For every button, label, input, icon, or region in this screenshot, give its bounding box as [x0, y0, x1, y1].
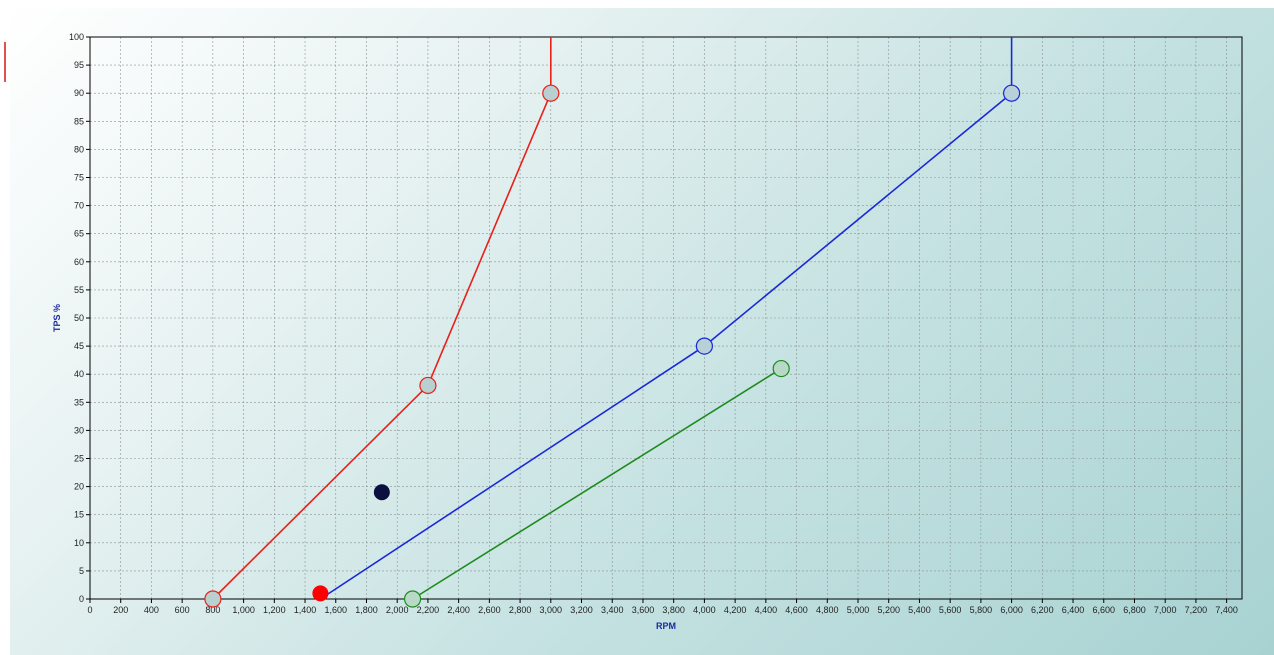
x-tick-label: 3,800 [662, 605, 685, 615]
x-tick-label: 3,600 [632, 605, 655, 615]
x-tick-label: 6,400 [1062, 605, 1085, 615]
series-layer [204, 37, 1021, 608]
y-tick-label: 45 [74, 341, 84, 351]
x-tick-label: 5,800 [970, 605, 993, 615]
x-tick-label: 1,400 [294, 605, 317, 615]
series-2-point-handle[interactable] [695, 337, 714, 355]
y-tick-label: 0 [79, 594, 84, 604]
x-tick-label: 6,800 [1123, 605, 1146, 615]
x-tick-label: 2,200 [417, 605, 440, 615]
x-tick-label: 4,400 [755, 605, 778, 615]
x-tick-label: 4,200 [724, 605, 747, 615]
x-tick-label: 2,800 [509, 605, 532, 615]
y-tick-label: 35 [74, 397, 84, 407]
series-3-point-handle[interactable] [772, 359, 790, 378]
y-tick-label: 75 [74, 173, 84, 183]
x-tick-label: 5,200 [877, 605, 900, 615]
y-tick-label: 60 [74, 257, 84, 267]
y-tick-label: 65 [74, 229, 84, 239]
series-line-3 [412, 367, 782, 600]
y-axis-title: TPS % [52, 304, 62, 332]
x-tick-label: 4,000 [693, 605, 716, 615]
y-tick-label: 70 [74, 201, 84, 211]
x-tick-label: 200 [113, 605, 128, 615]
x-tick-label: 1,200 [263, 605, 286, 615]
series-line-1 [212, 37, 552, 600]
x-tick-label: 1,600 [324, 605, 347, 615]
y-tick-label: 5 [79, 566, 84, 576]
y-tick-label: 20 [74, 482, 84, 492]
series-1-point-handle[interactable] [419, 376, 437, 395]
y-tick-label: 25 [74, 454, 84, 464]
y-tick-label: 10 [74, 538, 84, 548]
series-1-point-handle[interactable] [542, 84, 560, 102]
x-tick-label: 6,200 [1031, 605, 1054, 615]
y-tick-label: 55 [74, 285, 84, 295]
x-tick-label: 400 [144, 605, 159, 615]
x-tick-label: 3,000 [540, 605, 563, 615]
x-tick-label: 5,400 [908, 605, 931, 615]
x-tick-label: 4,800 [816, 605, 839, 615]
y-tick-label: 15 [74, 510, 84, 520]
series-2-point-handle[interactable] [1002, 84, 1021, 102]
live-marker-1 [373, 484, 390, 501]
x-tick-label: 7,200 [1185, 605, 1208, 615]
y-tick-label: 80 [74, 144, 84, 154]
x-tick-label: 2,600 [478, 605, 501, 615]
x-tick-label: 800 [205, 605, 220, 615]
x-tick-label: 7,000 [1154, 605, 1177, 615]
x-tick-label: 4,600 [785, 605, 808, 615]
x-tick-label: 3,200 [570, 605, 593, 615]
live-marker-2 [312, 585, 329, 602]
x-tick-label: 2,000 [386, 605, 409, 615]
grid-lines [90, 37, 1242, 599]
series-3-point-handle[interactable] [403, 590, 422, 608]
series-line-2 [319, 37, 1013, 600]
x-axis-title: RPM [656, 621, 676, 631]
x-tick-label: 5,600 [939, 605, 962, 615]
x-tick-label: 1,000 [232, 605, 255, 615]
x-tick-label: 600 [175, 605, 190, 615]
y-tick-label: 90 [74, 88, 84, 98]
marker-layer [312, 484, 390, 602]
y-tick-label: 50 [74, 313, 84, 323]
x-tick-label: 3,400 [601, 605, 624, 615]
y-tick-label: 30 [74, 425, 84, 435]
y-tick-label: 95 [74, 60, 84, 70]
x-tick-label: 6,000 [1000, 605, 1023, 615]
window-edge-accent [4, 42, 6, 82]
y-tick-label: 100 [69, 32, 84, 42]
chart-panel [10, 8, 1274, 655]
y-tick-label: 85 [74, 116, 84, 126]
x-axis-ticks: 0 200 400 600 800 1,000 1,200 1,400 1,600 1,800 2,… [87, 599, 1238, 615]
x-tick-label: 7,400 [1215, 605, 1238, 615]
y-axis-ticks: 0 5 10 15 20 25 30 35 40 45 50 55 60 65 70 75 80 85 90 95 10… [69, 32, 90, 604]
x-tick-label: 5,000 [847, 605, 870, 615]
x-tick-label: 0 [87, 605, 92, 615]
series-1-point-handle[interactable] [204, 590, 222, 608]
x-tick-label: 1,800 [355, 605, 378, 615]
x-tick-label: 2,400 [447, 605, 470, 615]
y-tick-label: 40 [74, 369, 84, 379]
x-tick-label: 6,600 [1092, 605, 1115, 615]
